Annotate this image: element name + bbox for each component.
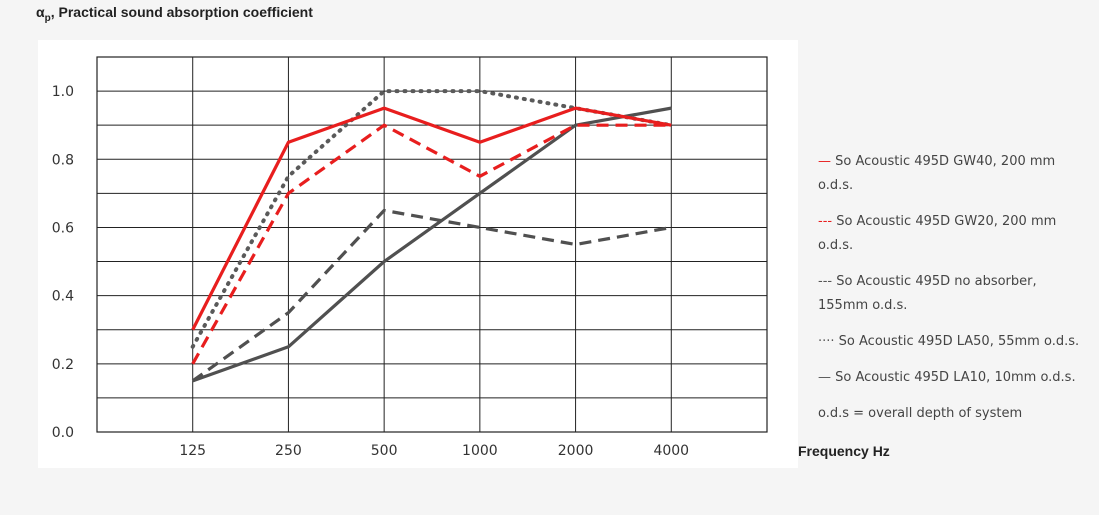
legend-item-gw40: — So Acoustic 495D GW40, 200 mm o.d.s. — [818, 150, 1088, 198]
legend-label: So Acoustic 495D LA10, 10mm o.d.s. — [835, 370, 1076, 385]
x-tick-label: 500 — [371, 443, 398, 459]
legend-marker-dashed-gray: --- — [818, 274, 833, 289]
legend-item-la50: ···· So Acoustic 495D LA50, 55mm o.d.s. — [818, 330, 1088, 354]
y-tick-label: 1.0 — [52, 84, 74, 100]
legend-item-la10: — So Acoustic 495D LA10, 10mm o.d.s. — [818, 366, 1088, 390]
legend-label: So Acoustic 495D GW20, 200 mm o.d.s. — [818, 214, 1057, 253]
legend-note-text: o.d.s = overall depth of system — [818, 406, 1023, 421]
series-la50-line — [190, 89, 674, 349]
x-tick-label: 4000 — [653, 443, 689, 459]
y-tick-label: 0.2 — [52, 357, 74, 373]
absorption-chart: 1.0 0.8 0.6 0.4 0.2 0.0 125 250 500 1000 2000 4000 — [52, 56, 768, 459]
y-tick-label: 0.0 — [52, 425, 74, 441]
legend-note: o.d.s = overall depth of system — [818, 402, 1088, 426]
y-tick-label: 0.4 — [52, 289, 74, 305]
x-tick-label: 125 — [179, 443, 206, 459]
legend: — So Acoustic 495D GW40, 200 mm o.d.s. -… — [818, 150, 1088, 438]
series-no-absorber-line — [191, 208, 672, 383]
x-axis-title: Frequency Hz — [798, 443, 890, 459]
series-la10-line — [192, 106, 672, 383]
y-tick-label: 0.8 — [52, 152, 74, 168]
legend-item-gw20: --- So Acoustic 495D GW20, 200 mm o.d.s. — [818, 210, 1088, 258]
legend-marker-dashed-red: --- — [818, 214, 833, 229]
x-tick-label: 250 — [275, 443, 302, 459]
legend-label: So Acoustic 495D LA50, 55mm o.d.s. — [838, 334, 1080, 349]
y-axis-title-text: Practical sound absorption coefficient — [58, 4, 313, 20]
alpha-symbol: α — [36, 4, 45, 20]
legend-marker-dotted-gray: ···· — [818, 334, 835, 349]
legend-label: So Acoustic 495D no absorber, 155mm o.d.… — [818, 274, 1037, 313]
legend-marker-solid-gray: — — [818, 370, 831, 385]
plot-frame — [96, 56, 768, 433]
legend-marker-solid-red: — — [818, 154, 831, 169]
y-tick-label: 0.6 — [52, 220, 74, 236]
chart-panel: 1.0 0.8 0.6 0.4 0.2 0.0 125 250 500 1000 2000 4000 — [38, 40, 798, 468]
x-tick-label: 2000 — [558, 443, 594, 459]
y-axis-title: αp, Practical sound absorption coefficie… — [36, 4, 313, 24]
alpha-subscript: p — [44, 13, 51, 24]
legend-label: So Acoustic 495D GW40, 200 mm o.d.s. — [818, 154, 1056, 193]
x-tick-label: 1000 — [462, 443, 498, 459]
series-gw40-line — [191, 106, 672, 331]
series-gw20-line — [191, 123, 672, 365]
legend-item-no-absorber: --- So Acoustic 495D no absorber, 155mm … — [818, 270, 1088, 318]
